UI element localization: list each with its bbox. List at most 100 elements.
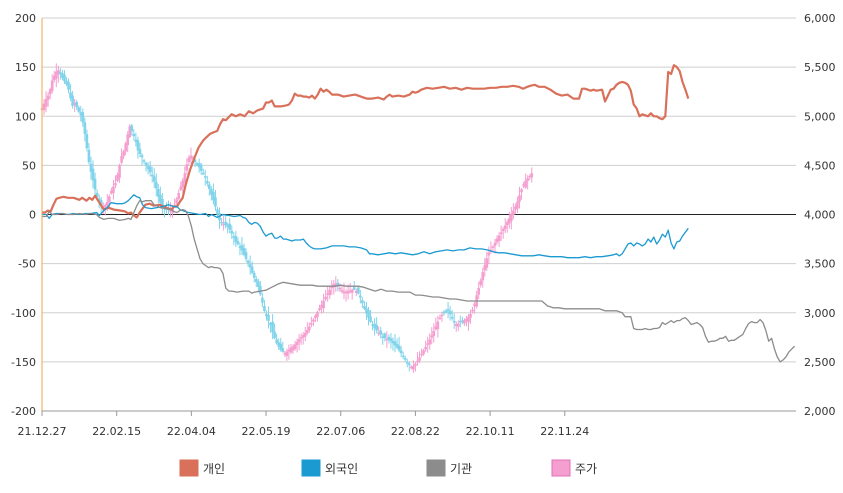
candle-body bbox=[261, 297, 264, 303]
legend-label: 기관 bbox=[450, 462, 472, 476]
candle-body bbox=[503, 225, 507, 229]
candle-body bbox=[289, 347, 293, 353]
candle-body bbox=[154, 181, 158, 189]
candle-body bbox=[452, 320, 456, 323]
candle-body bbox=[459, 320, 462, 323]
candle-body bbox=[185, 164, 189, 171]
y-left-tick-label: 150 bbox=[15, 61, 36, 74]
candle-body bbox=[63, 74, 66, 82]
flow-lines bbox=[42, 64, 796, 363]
candle-body bbox=[367, 310, 370, 318]
y-right-tick-label: 2,000 bbox=[804, 405, 836, 418]
candle-body bbox=[50, 80, 54, 92]
candle-body bbox=[157, 188, 160, 197]
candle-body bbox=[410, 366, 413, 369]
candle-body bbox=[318, 308, 321, 311]
candle-body bbox=[483, 264, 487, 271]
candle-body bbox=[371, 324, 374, 326]
candle-body bbox=[144, 162, 148, 166]
candle-body bbox=[220, 221, 223, 224]
candle-body bbox=[132, 133, 136, 137]
candle-body bbox=[373, 323, 376, 329]
candle-body bbox=[397, 345, 401, 351]
candle-body bbox=[110, 190, 113, 194]
candle-body bbox=[201, 172, 205, 175]
y-left-tick-label: -50 bbox=[18, 258, 36, 271]
candle-body bbox=[216, 209, 219, 215]
candle-body bbox=[405, 361, 409, 364]
candle-body bbox=[61, 73, 64, 78]
candle-body bbox=[263, 306, 266, 312]
legend-swatch bbox=[426, 459, 446, 477]
candle-body bbox=[234, 236, 238, 242]
candle-body bbox=[79, 112, 83, 116]
candle-body bbox=[236, 241, 240, 245]
legend-swatch bbox=[179, 459, 199, 477]
legend-swatch bbox=[301, 459, 321, 477]
candle-body bbox=[516, 201, 519, 209]
candle-body bbox=[510, 214, 513, 222]
candle-body bbox=[161, 198, 164, 207]
candle-body bbox=[228, 223, 232, 230]
candle-body bbox=[159, 194, 162, 203]
candle-body bbox=[242, 248, 246, 255]
candle-body bbox=[226, 224, 229, 227]
legend-label: 개인 bbox=[203, 462, 225, 476]
candle-body bbox=[214, 197, 217, 207]
candle-body bbox=[199, 164, 203, 171]
candle-body bbox=[497, 235, 501, 242]
candle-body bbox=[103, 205, 107, 207]
candle-body bbox=[138, 148, 142, 154]
axes: 200 6,000 150 5,500 100 5,000 50 4,500 0 4,000 -50… bbox=[11, 12, 835, 438]
candle-body bbox=[493, 242, 497, 246]
candle-body bbox=[301, 335, 305, 338]
candle-body bbox=[232, 236, 236, 238]
candle-body bbox=[314, 315, 317, 318]
candle-body bbox=[385, 338, 389, 341]
y-right-tick-label: 2,500 bbox=[804, 356, 836, 369]
candle-body bbox=[454, 323, 458, 327]
candle-body bbox=[524, 180, 527, 188]
candle-body bbox=[328, 289, 332, 296]
candle-body bbox=[293, 344, 297, 350]
candle-body bbox=[105, 201, 109, 206]
candle-body bbox=[463, 320, 466, 324]
candle-body bbox=[91, 168, 95, 181]
candle-body bbox=[73, 103, 76, 106]
candle-body bbox=[52, 75, 56, 81]
candle-body bbox=[150, 174, 154, 177]
candle-body bbox=[369, 316, 372, 322]
candle-body bbox=[448, 311, 452, 315]
candle-body bbox=[295, 342, 299, 346]
candle-body bbox=[442, 311, 446, 314]
y-left-tick-label: 200 bbox=[15, 12, 36, 25]
candle-body bbox=[354, 290, 358, 293]
candle-body bbox=[487, 252, 491, 256]
x-tick-label: 22.02.15 bbox=[92, 425, 141, 438]
candle-body bbox=[54, 71, 58, 79]
candle-body bbox=[420, 353, 423, 356]
candle-body bbox=[381, 336, 385, 338]
candle-body bbox=[416, 360, 419, 363]
candle-body bbox=[389, 338, 393, 342]
y-left-tick-label: 100 bbox=[15, 110, 36, 123]
candle-body bbox=[244, 252, 248, 259]
candle-body bbox=[87, 150, 91, 163]
y-right-tick-label: 5,500 bbox=[804, 61, 836, 74]
candle-body bbox=[326, 293, 329, 295]
candle-body bbox=[277, 342, 281, 347]
x-tick-label: 22.05.19 bbox=[242, 425, 291, 438]
candle-body bbox=[120, 156, 123, 163]
candle-body bbox=[436, 321, 440, 330]
candle-body bbox=[495, 238, 499, 243]
candle-body bbox=[210, 189, 213, 195]
candle-body bbox=[265, 313, 268, 317]
candle-body bbox=[112, 186, 115, 194]
candle-body bbox=[383, 333, 387, 339]
candle-body bbox=[426, 343, 429, 345]
candle-body bbox=[473, 303, 476, 307]
y-right-tick-label: 3,500 bbox=[804, 258, 836, 271]
y-right-tick-label: 4,000 bbox=[804, 209, 836, 222]
candle-body bbox=[173, 204, 176, 207]
